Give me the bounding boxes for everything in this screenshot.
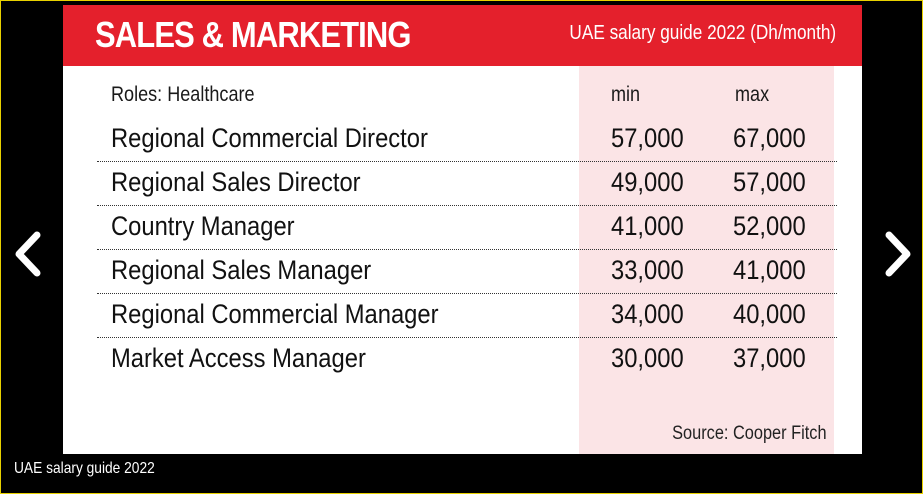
max-salary: 52,000 bbox=[733, 211, 806, 241]
min-salary: 30,000 bbox=[611, 343, 684, 373]
banner-subtitle: UAE salary guide 2022 (Dh/month) bbox=[569, 22, 836, 44]
image-caption: UAE salary guide 2022 bbox=[14, 460, 155, 477]
table-row: Regional Sales Director 49,000 57,000 bbox=[97, 161, 837, 206]
source-credit: Source: Cooper Fitch bbox=[672, 423, 827, 444]
section-banner: SALES & MARKETING UAE salary guide 2022 … bbox=[63, 5, 862, 66]
role-name: Regional Commercial Manager bbox=[111, 299, 439, 329]
banner-title: SALES & MARKETING bbox=[95, 14, 411, 55]
previous-slide-button[interactable] bbox=[9, 229, 49, 279]
role-name: Country Manager bbox=[111, 211, 295, 241]
chevron-right-icon bbox=[885, 231, 911, 277]
max-salary: 37,000 bbox=[733, 343, 806, 373]
max-header: max bbox=[735, 83, 770, 106]
min-header: min bbox=[611, 83, 641, 106]
role-name: Regional Commercial Director bbox=[111, 123, 428, 153]
salary-columns-highlight bbox=[579, 66, 834, 454]
salary-table-image: SALES & MARKETING UAE salary guide 2022 … bbox=[63, 5, 862, 454]
role-name: Regional Sales Manager bbox=[111, 255, 372, 285]
role-name: Regional Sales Director bbox=[111, 167, 361, 197]
next-slide-button[interactable] bbox=[877, 229, 917, 279]
role-name: Market Access Manager bbox=[111, 343, 366, 373]
min-salary: 57,000 bbox=[611, 123, 684, 153]
max-salary: 57,000 bbox=[733, 167, 806, 197]
table-row: Market Access Manager 30,000 37,000 bbox=[97, 337, 837, 381]
max-salary: 41,000 bbox=[733, 255, 806, 285]
min-salary: 33,000 bbox=[611, 255, 684, 285]
chevron-left-icon bbox=[15, 231, 41, 277]
min-salary: 49,000 bbox=[611, 167, 684, 197]
roles-header: Roles: Healthcare bbox=[111, 83, 255, 106]
max-salary: 67,000 bbox=[733, 123, 806, 153]
table-row: Country Manager 41,000 52,000 bbox=[97, 205, 837, 250]
table-row: Regional Sales Manager 33,000 41,000 bbox=[97, 249, 837, 294]
max-salary: 40,000 bbox=[733, 299, 806, 329]
table-row: Regional Commercial Manager 34,000 40,00… bbox=[97, 293, 837, 338]
min-salary: 41,000 bbox=[611, 211, 684, 241]
min-salary: 34,000 bbox=[611, 299, 684, 329]
table-row: Regional Commercial Director 57,000 67,0… bbox=[97, 117, 837, 162]
